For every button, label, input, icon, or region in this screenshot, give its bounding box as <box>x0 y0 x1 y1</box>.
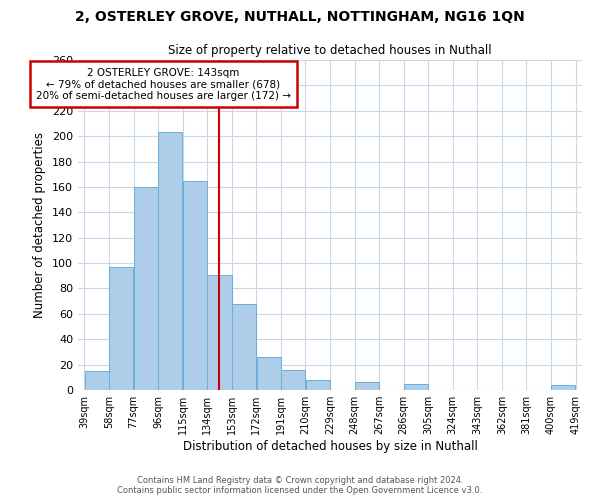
Title: Size of property relative to detached houses in Nuthall: Size of property relative to detached ho… <box>168 44 492 58</box>
X-axis label: Distribution of detached houses by size in Nuthall: Distribution of detached houses by size … <box>182 440 478 453</box>
Text: 2, OSTERLEY GROVE, NUTHALL, NOTTINGHAM, NG16 1QN: 2, OSTERLEY GROVE, NUTHALL, NOTTINGHAM, … <box>75 10 525 24</box>
Bar <box>208 274 232 390</box>
Bar <box>281 370 305 390</box>
Bar <box>404 384 428 390</box>
Bar <box>305 380 330 390</box>
Bar <box>232 304 256 390</box>
Bar <box>355 382 379 390</box>
Text: Contains HM Land Registry data © Crown copyright and database right 2024.
Contai: Contains HM Land Registry data © Crown c… <box>118 476 482 495</box>
Bar <box>158 132 182 390</box>
Bar <box>134 187 158 390</box>
Bar <box>109 267 133 390</box>
Y-axis label: Number of detached properties: Number of detached properties <box>34 132 46 318</box>
Bar <box>183 180 207 390</box>
Bar <box>551 385 575 390</box>
Text: 2 OSTERLEY GROVE: 143sqm
← 79% of detached houses are smaller (678)
20% of semi-: 2 OSTERLEY GROVE: 143sqm ← 79% of detach… <box>36 68 291 101</box>
Bar <box>257 357 281 390</box>
Bar <box>85 371 109 390</box>
